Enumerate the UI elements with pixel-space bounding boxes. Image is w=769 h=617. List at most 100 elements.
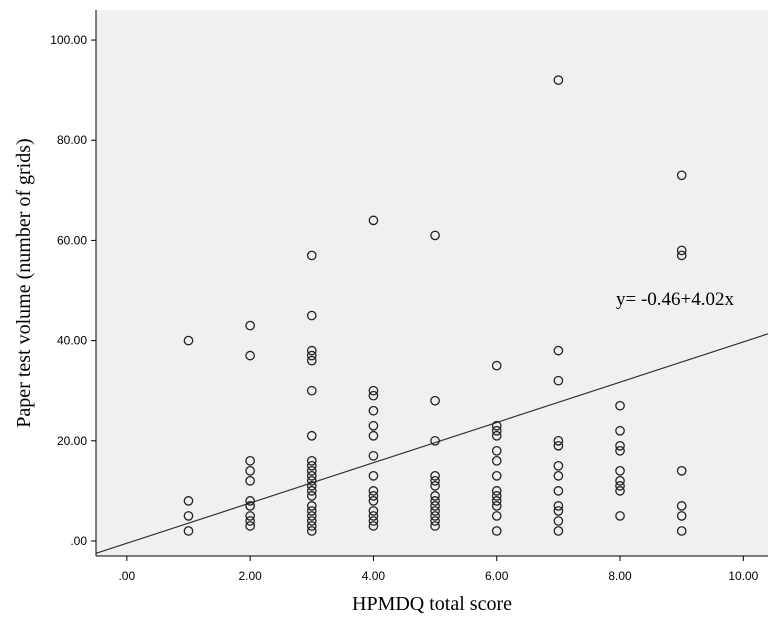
data-point xyxy=(491,501,502,511)
data-point xyxy=(245,350,255,361)
y-tick-label: 100.00 xyxy=(50,33,87,47)
data-point xyxy=(676,170,687,181)
data-point xyxy=(676,526,687,536)
data-point xyxy=(245,501,255,511)
data-point xyxy=(306,481,317,491)
data-point xyxy=(306,471,317,481)
data-point xyxy=(491,430,502,441)
data-point xyxy=(430,491,440,501)
data-point xyxy=(615,511,625,521)
data-point xyxy=(368,385,379,396)
y-tick-label: 40.00 xyxy=(57,334,87,348)
data-point xyxy=(368,405,379,416)
data-point xyxy=(615,400,625,411)
data-point xyxy=(430,511,440,521)
data-point xyxy=(553,375,564,386)
data-point xyxy=(368,521,379,531)
data-point xyxy=(368,215,379,226)
data-point xyxy=(491,445,502,456)
data-point xyxy=(430,476,440,486)
data-point xyxy=(491,420,502,431)
data-point xyxy=(183,335,194,346)
data-point xyxy=(430,521,440,531)
data-point xyxy=(553,501,564,511)
data-point xyxy=(676,511,687,521)
data-point xyxy=(306,310,317,321)
data-point xyxy=(306,486,317,496)
data-point xyxy=(553,516,564,526)
data-point xyxy=(306,526,317,536)
data-point xyxy=(306,350,317,361)
y-tick-label: 20.00 xyxy=(57,434,87,448)
data-point xyxy=(553,471,564,481)
data-point xyxy=(306,385,317,396)
data-point xyxy=(553,440,564,451)
regression-equation-label: y= -0.46+4.02x xyxy=(616,289,735,310)
data-point xyxy=(491,425,502,436)
data-point xyxy=(676,501,687,511)
data-point xyxy=(306,521,317,531)
data-point xyxy=(491,511,502,521)
data-point xyxy=(615,445,625,456)
data-point xyxy=(553,75,564,85)
y-axis-title: Paper test volume (number of grids) xyxy=(13,138,35,427)
data-point xyxy=(306,430,317,441)
data-point xyxy=(306,506,317,516)
data-point xyxy=(306,491,317,501)
data-point xyxy=(306,460,317,471)
data-point xyxy=(245,465,255,476)
data-point xyxy=(306,511,317,521)
data-point xyxy=(306,455,317,466)
y-tick-label: 80.00 xyxy=(57,133,87,147)
data-point xyxy=(430,496,440,506)
data-point xyxy=(430,471,440,481)
data-point xyxy=(553,506,564,516)
data-point xyxy=(368,486,379,496)
data-point xyxy=(430,435,440,446)
data-point xyxy=(368,496,379,506)
data-point xyxy=(183,526,194,536)
data-point xyxy=(553,435,564,446)
data-point xyxy=(615,481,625,491)
data-point xyxy=(183,511,194,521)
data-point xyxy=(306,516,317,526)
data-point xyxy=(306,250,317,261)
data-point xyxy=(368,420,379,431)
x-tick-label: 10.00 xyxy=(728,569,758,583)
data-point xyxy=(615,465,625,476)
data-point xyxy=(368,516,379,526)
y-tick-label: 60.00 xyxy=(57,233,87,247)
data-point xyxy=(430,395,440,406)
y-tick-label: .00 xyxy=(70,534,87,548)
data-point xyxy=(368,390,379,401)
data-point xyxy=(491,526,502,536)
data-point xyxy=(615,440,625,451)
x-axis-title: HPMDQ total score xyxy=(352,593,512,615)
data-point xyxy=(491,455,502,466)
data-point xyxy=(676,245,687,256)
data-point xyxy=(368,430,379,441)
x-tick-label: .00 xyxy=(118,569,135,583)
data-point xyxy=(430,481,440,491)
data-point xyxy=(368,506,379,516)
data-point xyxy=(245,511,255,521)
data-point xyxy=(553,526,564,536)
plot-area xyxy=(96,10,768,556)
data-point xyxy=(553,345,564,356)
data-point xyxy=(615,486,625,496)
data-point xyxy=(245,320,255,331)
data-point xyxy=(306,345,317,356)
data-point xyxy=(491,471,502,481)
data-point xyxy=(491,491,502,501)
data-point xyxy=(245,455,255,466)
data-point xyxy=(553,460,564,471)
data-point xyxy=(615,425,625,436)
data-point xyxy=(430,501,440,511)
x-tick-label: 6.00 xyxy=(485,569,509,583)
data-point xyxy=(183,496,194,506)
data-point xyxy=(245,516,255,526)
data-point xyxy=(368,511,379,521)
data-point xyxy=(245,476,255,486)
data-point xyxy=(245,521,255,531)
data-point xyxy=(368,450,379,461)
